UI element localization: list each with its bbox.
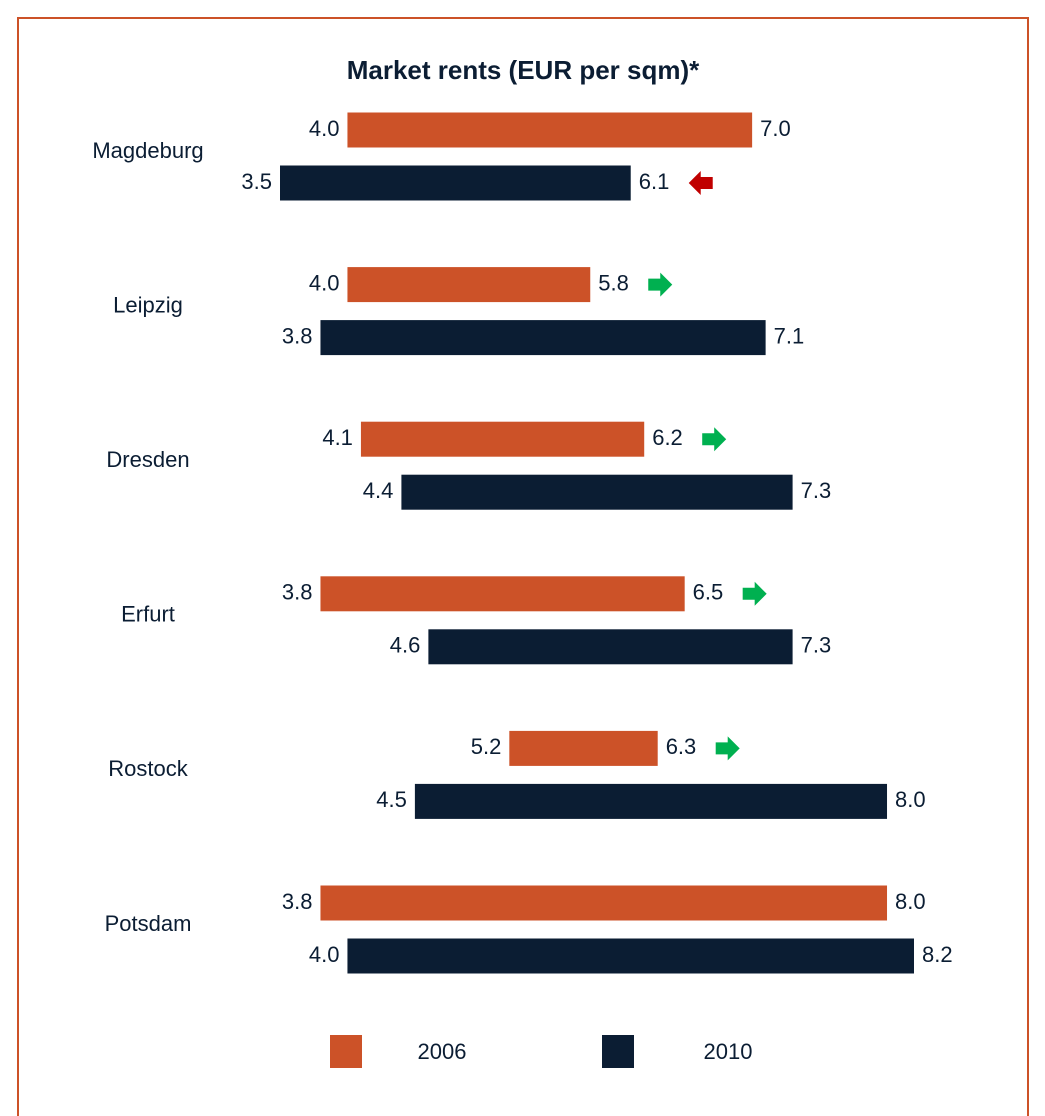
- bar: [320, 576, 685, 612]
- bar: [360, 421, 645, 457]
- low-label: 4.4: [363, 478, 394, 503]
- high-label: 6.3: [666, 734, 697, 759]
- legend-label: 2006: [418, 1039, 467, 1064]
- high-label: 8.0: [895, 889, 926, 914]
- trend-arrow: [715, 736, 740, 761]
- trend-arrow: [648, 272, 673, 297]
- bar: [320, 320, 766, 356]
- legend-swatch: [602, 1035, 634, 1068]
- bar: [320, 885, 888, 921]
- high-label: 6.2: [652, 425, 683, 450]
- low-label: 4.0: [309, 116, 340, 141]
- high-label: 6.1: [639, 169, 670, 194]
- low-label: 4.5: [376, 787, 407, 812]
- high-label: 7.0: [760, 116, 791, 141]
- low-label: 4.1: [322, 425, 353, 450]
- low-label: 4.0: [309, 942, 340, 967]
- high-label: 7.1: [774, 323, 805, 348]
- chart-title: Market rents (EUR per sqm)*: [347, 55, 700, 85]
- trend-arrow: [702, 427, 727, 452]
- category-label: Rostock: [108, 756, 188, 781]
- frame: [17, 17, 1029, 1116]
- high-label: 7.3: [801, 633, 832, 658]
- bar: [401, 474, 793, 510]
- low-label: 4.6: [390, 633, 421, 658]
- low-label: 3.5: [241, 169, 272, 194]
- high-label: 6.5: [693, 580, 724, 605]
- low-label: 5.2: [471, 734, 502, 759]
- low-label: 3.8: [282, 580, 313, 605]
- bar: [347, 267, 591, 303]
- bar: [280, 165, 631, 201]
- high-label: 8.0: [895, 787, 926, 812]
- legend-swatch: [330, 1035, 362, 1068]
- category-label: Dresden: [106, 447, 189, 472]
- category-label: Magdeburg: [92, 138, 203, 163]
- high-label: 7.3: [801, 478, 832, 503]
- category-label: Potsdam: [105, 911, 192, 936]
- low-label: 3.8: [282, 323, 313, 348]
- high-label: 5.8: [598, 270, 629, 295]
- bar: [347, 112, 753, 148]
- trend-arrow: [688, 171, 713, 195]
- bar: [428, 629, 793, 665]
- category-label: Leipzig: [113, 292, 183, 317]
- legend-label: 2010: [704, 1039, 753, 1064]
- trend-arrow: [742, 581, 767, 606]
- bar: [414, 783, 888, 819]
- low-label: 3.8: [282, 889, 313, 914]
- bar: [347, 938, 915, 974]
- low-label: 4.0: [309, 270, 340, 295]
- bar: [509, 730, 658, 766]
- category-label: Erfurt: [121, 602, 175, 627]
- high-label: 8.2: [922, 942, 953, 967]
